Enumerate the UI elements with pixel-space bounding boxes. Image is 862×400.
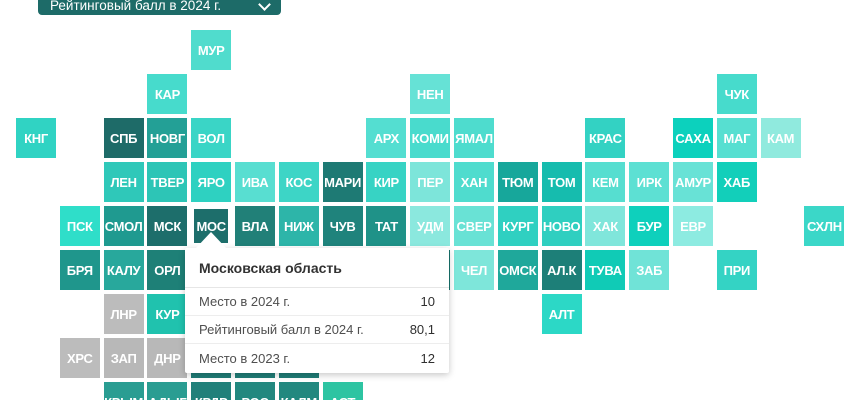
region-tile[interactable]: ХАН	[454, 162, 494, 202]
region-tile[interactable]: КЕМ	[585, 162, 626, 202]
region-tile[interactable]: КОС	[278, 162, 319, 202]
region-tile[interactable]: КРАС	[585, 118, 626, 158]
region-tile[interactable]: ХАК	[585, 206, 626, 246]
rating-metric-dropdown[interactable]: Рейтинговый балл в 2024 г.	[38, 0, 281, 15]
region-tile[interactable]: НОВГ	[147, 118, 188, 158]
region-tile[interactable]: КОМИ	[410, 118, 451, 158]
region-tile[interactable]: СПБ	[103, 118, 144, 158]
region-tile[interactable]: КИР	[366, 162, 407, 202]
region-tile[interactable]: ЗАБ	[629, 250, 670, 290]
region-tile[interactable]: БРЯ	[59, 250, 100, 290]
region-tile[interactable]: АДЫГ	[147, 382, 188, 400]
region-tile[interactable]: ЯМАЛ	[454, 118, 494, 158]
region-tile[interactable]: МУР	[191, 30, 232, 70]
region-tile[interactable]: СВЕР	[454, 206, 494, 246]
region-tile[interactable]: ИВА	[235, 162, 275, 202]
tooltip-region-title: Московская область	[185, 248, 449, 288]
region-tile[interactable]: ИРК	[629, 162, 670, 202]
region-tile[interactable]: УДМ	[410, 206, 451, 246]
region-tile[interactable]: БУР	[629, 206, 670, 246]
region-tile[interactable]: АМУР	[673, 162, 713, 202]
region-tile[interactable]: КАР	[147, 74, 188, 114]
tooltip-row-value: 80,1	[409, 322, 435, 337]
region-tile[interactable]: КУРГ	[497, 206, 538, 246]
region-tile[interactable]: САХА	[673, 118, 713, 158]
region-tile[interactable]: ПРИ	[716, 250, 757, 290]
region-tile[interactable]: ЕВР	[673, 206, 713, 246]
region-tile[interactable]: МСК	[147, 206, 188, 246]
region-tile[interactable]: ТОМ	[541, 162, 582, 202]
tooltip-row-label: Место в 2024 г.	[199, 294, 291, 309]
region-tile[interactable]: НЕН	[410, 74, 451, 114]
region-tile-partially-covered[interactable]	[191, 373, 232, 378]
region-tile[interactable]: ТАТ	[366, 206, 407, 246]
region-tooltip: Московская область Место в 2024 г. 10 Ре…	[185, 248, 449, 373]
region-tile[interactable]: ПСК	[59, 206, 100, 246]
region-tile[interactable]: ХРС	[59, 338, 100, 378]
tooltip-row-value: 10	[420, 294, 435, 309]
region-tile[interactable]: НОВО	[541, 206, 582, 246]
region-tile[interactable]: АСТ	[322, 382, 363, 400]
tooltip-row-label: Место в 2023 г.	[199, 350, 291, 366]
region-tile[interactable]: КРЫМ	[103, 382, 144, 400]
tooltip-arrow	[196, 232, 226, 248]
region-tile[interactable]: МАГ	[716, 118, 757, 158]
region-tile[interactable]: ЧЕЛ	[454, 250, 494, 290]
region-tile[interactable]: ХАБ	[716, 162, 757, 202]
tooltip-row: Место в 2024 г. 10	[185, 288, 449, 316]
region-tile[interactable]: ЧУВ	[322, 206, 363, 246]
region-tile[interactable]: ЛЕН	[103, 162, 144, 202]
region-tile[interactable]: ЗАП	[103, 338, 144, 378]
region-tile[interactable]: ТЮМ	[497, 162, 538, 202]
region-tile[interactable]: КАМ	[760, 118, 801, 158]
region-tile[interactable]: СХЛН	[804, 206, 845, 246]
region-tile[interactable]: ВЛА	[235, 206, 275, 246]
rating-metric-label: Рейтинговый балл в 2024 г.	[50, 0, 222, 13]
region-tile[interactable]: ВОЛ	[191, 118, 232, 158]
region-tile[interactable]: СМОЛ	[103, 206, 144, 246]
region-tile[interactable]: ЛНР	[103, 294, 144, 334]
region-tile-partially-covered[interactable]	[278, 373, 319, 378]
region-tile[interactable]: ТВЕР	[147, 162, 188, 202]
chevron-down-icon	[260, 0, 269, 9]
tooltip-row-value: 12	[420, 350, 435, 366]
region-tile[interactable]: РОС	[235, 382, 275, 400]
region-tile[interactable]: ЧУК	[716, 74, 757, 114]
region-tile[interactable]: КУР	[147, 294, 188, 334]
region-tile[interactable]: ПЕР	[410, 162, 451, 202]
region-tile[interactable]: КРДР	[191, 382, 232, 400]
region-tile[interactable]: МАРИ	[322, 162, 363, 202]
region-tile[interactable]: ТУВА	[585, 250, 626, 290]
region-tile[interactable]: АЛТ	[541, 294, 582, 334]
region-tile[interactable]: ОМСК	[497, 250, 538, 290]
tooltip-row: Место в 2023 г. 12	[185, 344, 449, 372]
region-tile[interactable]: АРХ	[366, 118, 407, 158]
tooltip-row: Рейтинговый балл в 2024 г. 80,1	[185, 316, 449, 344]
region-tile[interactable]: АЛ.К	[541, 250, 582, 290]
region-tile[interactable]: КНГ	[16, 118, 56, 158]
region-tile[interactable]: КАЛУ	[103, 250, 144, 290]
region-tile[interactable]: ДНР	[147, 338, 188, 378]
region-tile-partially-covered[interactable]	[235, 373, 275, 378]
region-tile[interactable]: ОРЛ	[147, 250, 188, 290]
tooltip-row-label: Рейтинговый балл в 2024 г.	[199, 322, 364, 337]
region-tile[interactable]: НИЖ	[278, 206, 319, 246]
region-tile[interactable]: КАЛМ	[278, 382, 319, 400]
region-tile[interactable]: ЯРО	[191, 162, 232, 202]
